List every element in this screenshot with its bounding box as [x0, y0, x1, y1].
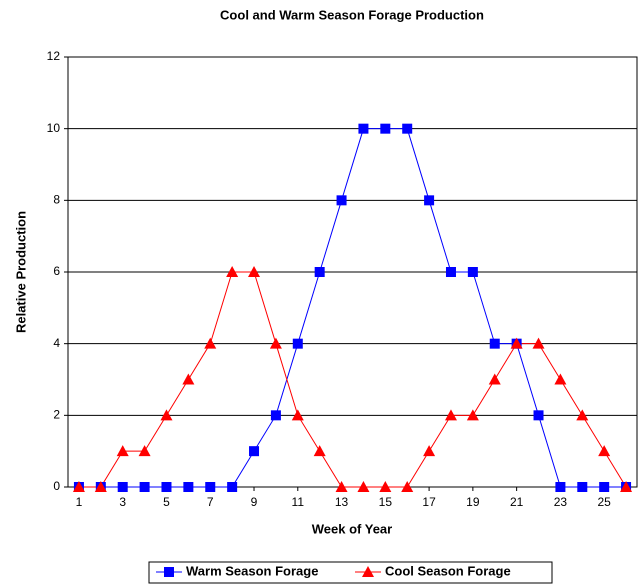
marker-triangle — [116, 445, 129, 457]
marker-triangle — [598, 445, 611, 457]
marker-square — [555, 482, 566, 492]
y-axis-title: Relative Production — [13, 211, 28, 333]
marker-triangle — [204, 337, 217, 349]
x-tick-label: 23 — [554, 495, 568, 509]
x-tick-label: 19 — [466, 495, 480, 509]
legend-marker — [362, 566, 374, 577]
marker-square — [489, 338, 500, 349]
marker-triangle — [313, 445, 326, 457]
x-tick-label: 21 — [510, 495, 524, 509]
x-tick-label: 9 — [251, 495, 258, 509]
series-line — [78, 271, 627, 488]
marker-triangle — [160, 409, 173, 421]
marker-triangle — [488, 373, 501, 385]
chart-title: Cool and Warm Season Forage Production — [220, 7, 484, 22]
marker-square — [314, 267, 325, 277]
x-tick-label: 17 — [422, 495, 436, 509]
x-tick-label: 1 — [76, 495, 83, 509]
marker-triangle — [466, 409, 479, 421]
marker-square — [161, 482, 172, 492]
marker-triangle — [554, 373, 567, 385]
y-tick-label: 8 — [53, 193, 60, 207]
marker-triangle — [226, 266, 239, 277]
y-tick-label: 12 — [47, 49, 61, 63]
marker-triangle — [182, 373, 195, 385]
marker-square — [577, 482, 588, 492]
x-tick-label: 5 — [163, 495, 170, 509]
marker-square — [336, 195, 347, 206]
marker-triangle — [248, 266, 261, 277]
legend-label: Cool Season Forage — [385, 563, 511, 578]
legend-box — [148, 561, 553, 584]
marker-triangle — [357, 481, 370, 492]
marker-triangle — [423, 445, 436, 457]
x-tick-label: 11 — [292, 495, 305, 509]
marker-square — [270, 410, 281, 421]
x-tick-label: 25 — [597, 495, 611, 509]
marker-square — [445, 267, 456, 277]
marker-triangle — [291, 409, 304, 421]
marker-square — [292, 338, 303, 349]
marker-square — [205, 482, 216, 492]
marker-triangle — [510, 337, 523, 349]
marker-triangle — [138, 445, 151, 457]
marker-triangle — [94, 481, 107, 492]
marker-square — [599, 482, 610, 492]
marker-triangle — [620, 481, 633, 492]
y-tick-label: 2 — [53, 408, 60, 422]
marker-square — [358, 123, 369, 134]
marker-square — [249, 446, 260, 457]
marker-square — [380, 123, 391, 134]
marker-square — [227, 482, 238, 492]
marker-triangle — [532, 337, 545, 349]
x-tick-label: 15 — [379, 495, 393, 509]
marker-square — [424, 195, 435, 206]
marker-triangle — [576, 409, 589, 421]
x-axis-title: Week of Year — [312, 521, 392, 536]
legend-label: Warm Season Forage — [186, 563, 318, 578]
y-tick-label: 4 — [53, 336, 60, 350]
marker-triangle — [269, 337, 282, 349]
legend-marker — [164, 567, 174, 577]
x-tick-label: 7 — [207, 495, 214, 509]
marker-square — [533, 410, 544, 421]
x-tick-label: 13 — [335, 495, 349, 509]
marker-triangle — [401, 481, 414, 492]
marker-triangle — [335, 481, 348, 492]
marker-triangle — [379, 481, 392, 492]
y-tick-label: 10 — [47, 121, 61, 135]
x-tick-label: 3 — [119, 495, 126, 509]
y-tick-label: 0 — [53, 479, 60, 493]
marker-triangle — [72, 481, 85, 492]
series-line — [78, 128, 627, 488]
marker-square — [183, 482, 194, 492]
marker-square — [139, 482, 150, 492]
marker-triangle — [444, 409, 457, 421]
marker-square — [117, 482, 128, 492]
y-tick-label: 6 — [53, 264, 60, 278]
marker-square — [467, 267, 478, 277]
marker-square — [402, 123, 413, 134]
